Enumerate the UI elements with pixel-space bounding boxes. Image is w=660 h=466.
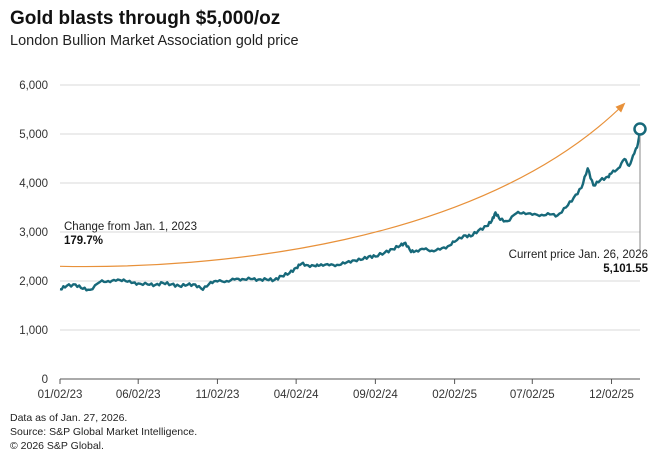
source-note: Source: S&P Global Market Intelligence. (10, 426, 198, 438)
trend-arrow-head (615, 102, 626, 113)
x-tick-label: 07/02/25 (510, 389, 555, 401)
chart-title: Gold blasts through $5,000/oz (10, 8, 281, 29)
y-tick-label: 0 (42, 374, 48, 386)
series-line-gold-price (59, 128, 642, 292)
data-note: Data as of Jan. 27, 2026. (10, 412, 128, 424)
annotation-change-label: Change from Jan. 1, 2023 (64, 221, 197, 233)
y-tick-label: 4,000 (19, 178, 48, 190)
y-tick-label: 1,000 (19, 325, 48, 337)
y-tick-label: 2,000 (19, 276, 48, 288)
y-tick-label: 3,000 (19, 227, 48, 239)
gridlines (60, 84, 640, 331)
x-axis-ticks: 01/02/23 06/02/23 11/02/23 04/02/24 09/02/24… (38, 379, 634, 401)
annotation-current-value: 5,101.55 (603, 263, 648, 275)
chart-subtitle: London Bullion Market Association gold p… (10, 33, 299, 49)
y-axis-ticks: 0 1,000 2,000 3,000 4,000 5,000 6,000 (19, 80, 48, 386)
x-tick-label: 02/02/25 (432, 389, 477, 401)
x-tick-label: 09/02/24 (353, 389, 398, 401)
copyright-note: © 2026 S&P Global. (10, 440, 104, 452)
annotation-current-label: Current price Jan. 26, 2026 (509, 249, 648, 261)
trend-arrow (59, 103, 625, 268)
current-price-marker (633, 122, 647, 136)
x-tick-label: 01/02/23 (38, 389, 83, 401)
chart-footer: Data as of Jan. 27, 2026. Source: S&P Gl… (10, 411, 197, 453)
x-tick-label: 11/02/23 (195, 389, 239, 401)
x-tick-label: 12/02/25 (589, 389, 634, 401)
y-tick-label: 6,000 (19, 80, 48, 92)
annotation-change-value: 179.7% (64, 235, 103, 247)
x-tick-label: 06/02/23 (116, 389, 161, 401)
x-tick-label: 04/02/24 (274, 389, 319, 401)
y-tick-label: 5,000 (19, 129, 48, 141)
